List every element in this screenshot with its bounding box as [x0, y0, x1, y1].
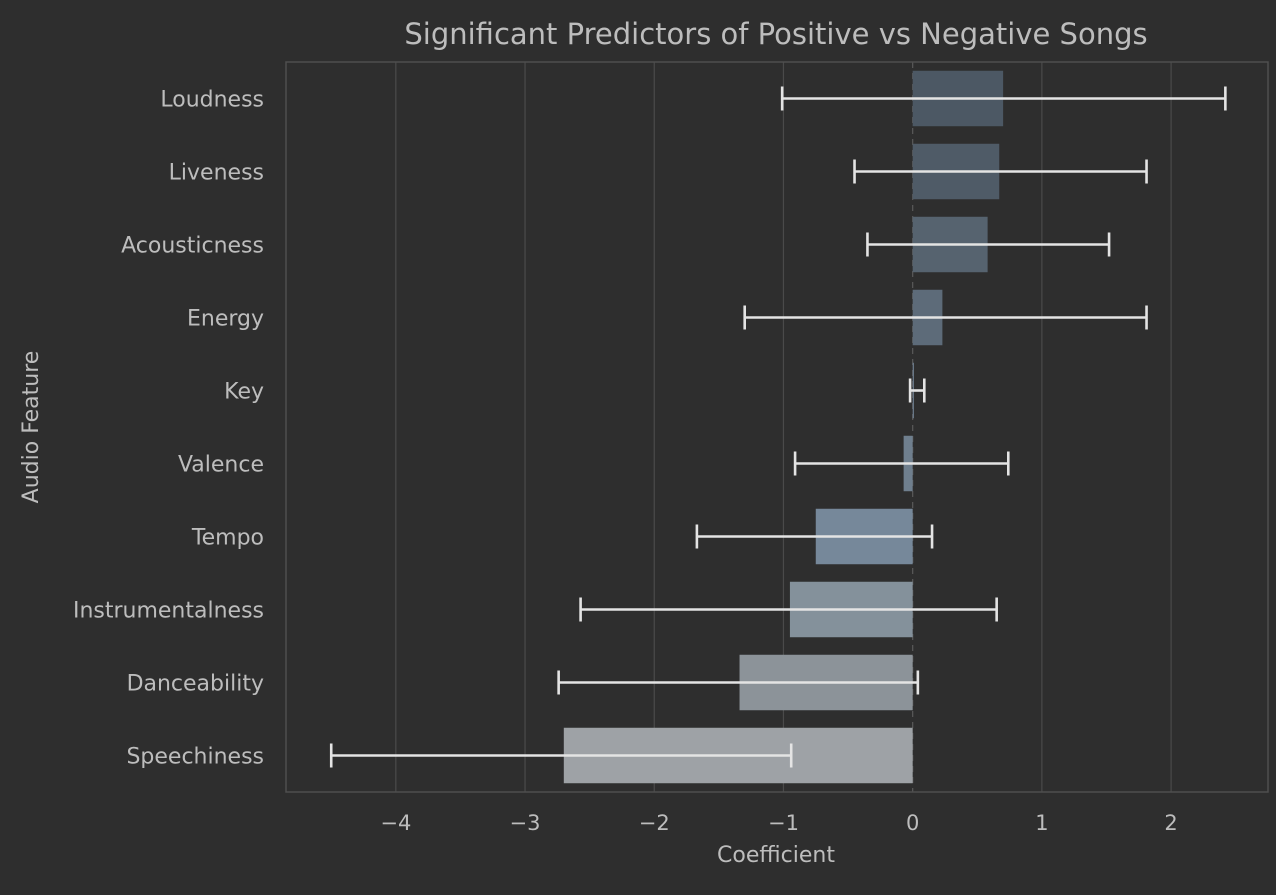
- y-tick-label: Valence: [178, 453, 264, 478]
- x-tick-label: −4: [380, 811, 411, 835]
- x-axis-label: Coefficient: [717, 843, 835, 868]
- y-tick-label: Acousticness: [121, 234, 264, 259]
- y-tick-label: Danceability: [127, 672, 264, 697]
- x-tick-label: −3: [510, 811, 541, 835]
- y-axis-label: Audio Feature: [19, 351, 44, 504]
- y-tick-label: Speechiness: [126, 745, 264, 770]
- x-tick-label: −1: [768, 811, 799, 835]
- y-tick-label: Tempo: [191, 526, 264, 551]
- x-tick-label: 1: [1035, 811, 1048, 835]
- y-tick-label: Liveness: [169, 161, 264, 186]
- x-tick-label: −2: [639, 811, 670, 835]
- error-bars-layer: [329, 86, 1227, 768]
- plot-frame: [285, 61, 1269, 793]
- y-tick-label: Key: [224, 380, 264, 405]
- y-tick-label: Energy: [187, 307, 264, 332]
- x-tick-label: 0: [906, 811, 919, 835]
- y-tick-label: Instrumentalness: [73, 599, 264, 624]
- x-tick-labels: −4 −3 −2 −1 0 1 2: [380, 811, 1177, 835]
- x-tick-label: 2: [1164, 811, 1177, 835]
- y-tick-labels: Loudness Liveness Acousticness Energy Key Val…: [73, 88, 264, 770]
- y-tick-label: Loudness: [160, 88, 264, 113]
- chart-title: Significant Predictors of Positive vs Ne…: [404, 17, 1147, 51]
